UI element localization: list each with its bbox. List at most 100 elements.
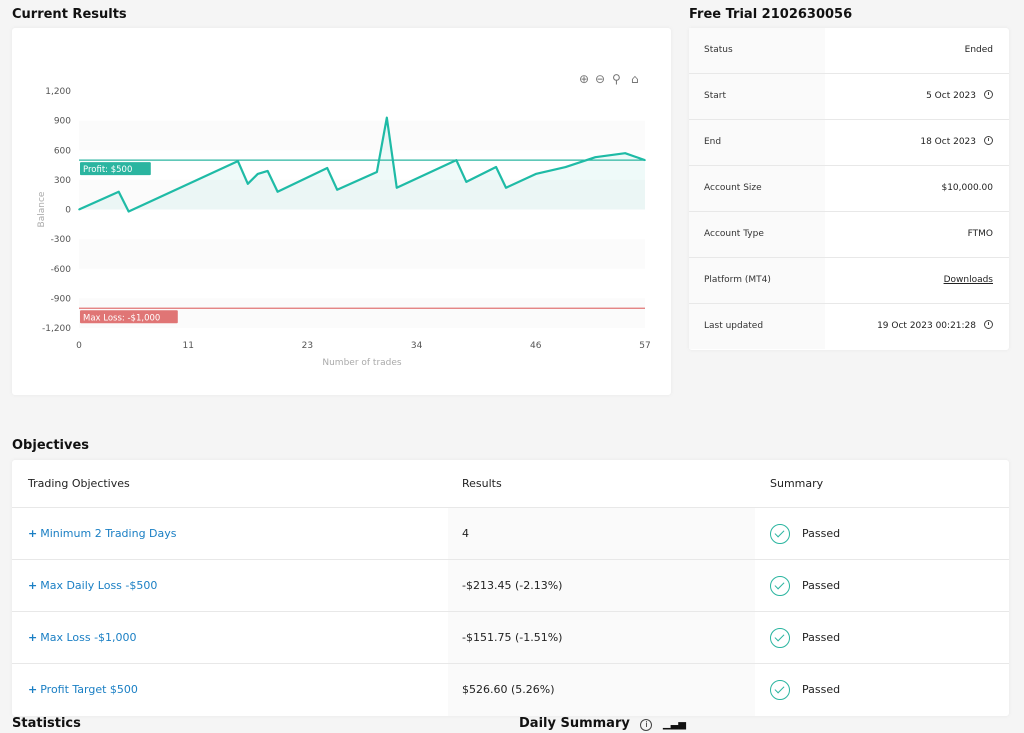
balance-point: [465, 181, 468, 183]
balance-point: [256, 173, 259, 175]
magnify-icon[interactable]: ⚲: [612, 72, 621, 86]
home-icon[interactable]: ⌂: [631, 72, 639, 86]
balance-point: [276, 190, 279, 193]
bar-chart-icon[interactable]: ▁▃▅: [662, 719, 686, 730]
header-trading-objectives: Trading Objectives: [28, 477, 130, 490]
objective-summary: Passed: [770, 612, 840, 664]
balance-point: [505, 186, 507, 189]
x-tick-label: 11: [183, 341, 194, 351]
objective-result: -$213.45 (-2.13%): [448, 560, 755, 611]
balance-point: [495, 166, 497, 168]
balance-point: [644, 159, 646, 161]
clock-icon: [984, 90, 993, 99]
objective-summary: Passed: [770, 508, 840, 560]
y-tick-label: -900: [51, 294, 72, 304]
x-tick-label: 23: [302, 341, 313, 351]
zoom-out-icon[interactable]: ⊖: [595, 72, 606, 86]
info-value: 18 Oct 2023: [920, 120, 993, 165]
check-circle-icon: [770, 628, 790, 648]
grid-band: [79, 179, 645, 210]
balance-point: [376, 171, 378, 173]
y-tick-label: 900: [54, 117, 71, 127]
info-row-last-updated: Last updated 19 Oct 2023 00:21:28: [689, 304, 1009, 350]
info-value-text: FTMO: [967, 229, 993, 239]
max-loss-label: Max Loss: -$1,000: [83, 313, 160, 323]
info-key: Platform (MT4): [689, 258, 825, 303]
objectives-title: Objectives: [12, 438, 90, 453]
balance-chart-card: 1,200 900 600 300 0 -300 -600 -900 -1,200 0 11 23 34…: [12, 28, 671, 395]
daily-summary-title: Daily Summary i ▁▃▅: [519, 716, 686, 731]
free-trial-title: Free Trial 2102630056: [689, 7, 853, 22]
y-tick-label: 300: [54, 176, 71, 186]
balance-point: [78, 208, 80, 211]
info-row-start: Start 5 Oct 2023: [689, 74, 1009, 120]
info-row-status: Status Ended: [689, 28, 1009, 74]
info-value-text: 5 Oct 2023: [926, 91, 976, 101]
clock-icon: [984, 136, 993, 145]
y-axis-title: Balance: [37, 191, 47, 227]
info-row-account-size: Account Size $10,000.00: [689, 166, 1009, 212]
balance-point: [127, 210, 130, 213]
balance-chart: 1,200 900 600 300 0 -300 -600 -900 -1,200 0 11 23 34…: [37, 87, 651, 368]
balance-point: [395, 186, 398, 189]
info-key: Account Size: [689, 166, 825, 211]
info-icon[interactable]: i: [640, 719, 653, 731]
objective-row: Profit Target $500 $526.60 (5.26%) Passed: [12, 664, 1009, 716]
info-value-text: $10,000.00: [941, 183, 993, 193]
zoom-in-icon[interactable]: ⊕: [579, 72, 590, 86]
x-tick-label: 34: [411, 341, 423, 351]
objective-result: 4: [448, 508, 755, 559]
current-results-title: Current Results: [12, 7, 127, 22]
objectives-table: Trading Objectives Results Summary Minim…: [12, 460, 1009, 716]
info-value[interactable]: Downloads: [944, 258, 993, 303]
info-value: FTMO: [968, 212, 993, 257]
objective-summary: Passed: [770, 664, 840, 716]
balance-point: [534, 173, 537, 175]
info-value: 5 Oct 2023: [926, 74, 993, 119]
downloads-link[interactable]: Downloads: [943, 275, 993, 285]
info-row-platform-mt4: Platform (MT4) Downloads: [689, 258, 1009, 304]
account-info-table: Status Ended Start 5 Oct 2023 End 18 Oct 2023…: [689, 28, 1009, 350]
info-value-text: 19 Oct 2023 00:21:28: [877, 321, 976, 331]
info-key: Account Type: [689, 212, 825, 257]
info-key: End: [689, 120, 825, 165]
balance-point: [564, 166, 567, 168]
y-tick-label: -600: [51, 265, 72, 275]
y-tick-label: 1,200: [45, 87, 71, 97]
y-tick-label: 600: [54, 146, 71, 156]
balance-point: [386, 116, 388, 119]
objective-name-link[interactable]: Minimum 2 Trading Days: [28, 508, 176, 560]
objective-result: $526.60 (5.26%): [448, 664, 755, 716]
x-tick-label: 57: [639, 341, 650, 351]
balance-point: [266, 170, 269, 172]
balance-point: [326, 167, 329, 169]
info-row-end: End 18 Oct 2023: [689, 120, 1009, 166]
objective-row: Max Daily Loss -$500 -$213.45 (-2.13%) Pas…: [12, 560, 1009, 612]
max-loss-tag: [80, 310, 178, 324]
objective-result: -$151.75 (-1.51%): [448, 612, 755, 663]
grid-band: [79, 239, 645, 269]
info-key: Last updated: [689, 304, 825, 349]
statistics-title: Statistics: [12, 716, 81, 731]
info-value-text: 18 Oct 2023: [920, 137, 976, 147]
info-value: $10,000.00: [941, 166, 993, 211]
objective-row: Max Loss -$1,000 -$151.75 (-1.51%) Passed: [12, 612, 1009, 664]
info-key: Start: [689, 74, 825, 119]
balance-point: [336, 188, 338, 191]
check-circle-icon: [770, 524, 790, 544]
clock-icon: [984, 320, 993, 329]
daily-summary-label: Daily Summary: [519, 716, 630, 731]
y-tick-label: 0: [65, 206, 71, 216]
status-passed: Passed: [802, 683, 841, 696]
objective-name-link[interactable]: Max Loss -$1,000: [28, 612, 136, 664]
grid-band: [79, 120, 645, 151]
header-results: Results: [462, 477, 502, 490]
objective-name-link[interactable]: Profit Target $500: [28, 664, 138, 716]
x-axis-title: Number of trades: [322, 358, 402, 368]
balance-point: [455, 159, 458, 161]
status-passed: Passed: [802, 631, 841, 644]
objective-name-link[interactable]: Max Daily Loss -$500: [28, 560, 157, 612]
y-tick-label: -1,200: [42, 324, 71, 334]
balance-point: [117, 190, 120, 193]
status-passed: Passed: [802, 527, 841, 540]
